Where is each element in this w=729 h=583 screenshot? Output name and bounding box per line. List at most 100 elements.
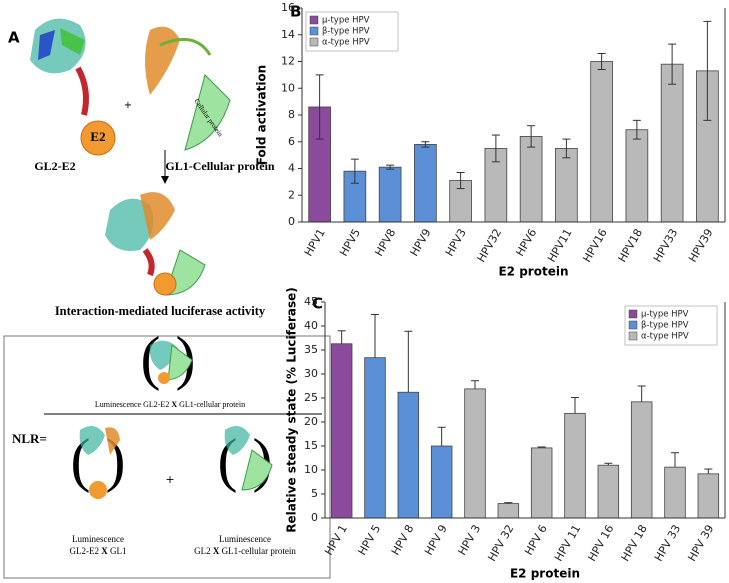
- legend-label: β-type HPV: [641, 321, 689, 331]
- x-tick-label: HPV 5: [355, 523, 383, 558]
- text-part: GL2: [194, 546, 213, 556]
- mini-complex: [224, 426, 273, 491]
- complex: [105, 192, 206, 296]
- x-tick-label: HPV 11: [552, 523, 583, 564]
- y-tick-label: 5: [311, 487, 318, 500]
- x-tick-label: HPV9: [408, 227, 434, 259]
- x-tick-label: HPV33: [651, 227, 680, 265]
- x-tick-label: HPV 32: [485, 523, 516, 564]
- y-tick-label: 35: [304, 343, 318, 356]
- bar: [330, 343, 353, 519]
- ribbon: [140, 192, 175, 240]
- x-tick-label: HPV32: [475, 227, 504, 265]
- cellular-protein-wedge: [184, 74, 231, 151]
- panel-label: A: [8, 29, 20, 47]
- x-tick-label: HPV16: [580, 227, 609, 265]
- y-tick-label: 16: [281, 1, 295, 14]
- text-part: GL1: [108, 546, 127, 556]
- y-tick-label: 12: [281, 55, 295, 68]
- x-tick-label: HPV 16: [585, 523, 616, 564]
- plus: +: [124, 100, 132, 111]
- panel-a: A E2 GL2-E2 + Cellular protein GL1-Cellu…: [3, 18, 331, 579]
- y-tick-label: 0: [311, 511, 318, 524]
- x-tick-label: HPV8: [372, 227, 398, 259]
- y-axis-label: Relative steady state (% Luciferase): [285, 287, 299, 533]
- bar: [664, 466, 686, 519]
- legend-label: μ-type HPV: [641, 310, 689, 320]
- bar: [630, 401, 653, 519]
- legend-box: [624, 305, 718, 346]
- ribbon: [30, 18, 86, 74]
- legend-label: α-type HPV: [641, 332, 689, 342]
- bar: [414, 144, 437, 223]
- bar: [660, 63, 684, 223]
- caption: Interaction-mediated luciferase activity: [55, 304, 266, 318]
- bar: [364, 357, 386, 519]
- x-tick-label: HPV 33: [652, 523, 683, 564]
- text-part: X: [101, 546, 108, 556]
- caption: GL2-E2: [34, 159, 75, 173]
- y-tick-label: 40: [304, 319, 318, 332]
- numerator: Luminescence GL2-E2 X GL1-cellular prote…: [95, 400, 245, 409]
- text-part: X: [213, 546, 220, 556]
- protein-cellular: Cellular protein: [145, 26, 231, 151]
- legend-swatch: [628, 331, 638, 341]
- legend-label: μ-type HPV: [322, 16, 370, 26]
- luciferase: [153, 272, 177, 296]
- legend-label: β-type HPV: [322, 27, 370, 37]
- ribbon: [142, 248, 155, 277]
- y-tick-label: 4: [288, 162, 295, 175]
- ribbon: [38, 30, 55, 60]
- bar: [590, 61, 613, 223]
- x-tick-label: HPV 6: [522, 523, 550, 558]
- e2-label: E2: [90, 129, 105, 144]
- ribbon: [60, 28, 85, 55]
- text-part: Luminescence GL2-E2: [95, 400, 171, 409]
- bar: [530, 447, 553, 519]
- denominator: GL2 X GL1-cellular protein: [194, 546, 296, 556]
- y-tick-label: 25: [304, 391, 318, 404]
- legend-box: [305, 11, 399, 52]
- bar: [430, 445, 453, 519]
- y-tick-label: 45: [304, 295, 318, 308]
- y-tick-label: 6: [288, 135, 295, 148]
- legend-swatch: [309, 37, 319, 47]
- text-part: GL2-E2: [70, 546, 102, 556]
- x-tick-label: HPV5: [337, 227, 363, 259]
- x-tick-label: HPV1: [302, 227, 328, 259]
- bar: [697, 473, 720, 519]
- y-tick-label: 10: [281, 81, 295, 94]
- x-axis-label: E2 protein: [498, 265, 568, 279]
- panel-label: B: [290, 3, 301, 21]
- bar: [378, 166, 402, 223]
- x-tick-label: HPV11: [545, 227, 574, 265]
- denominator: Luminescence: [72, 534, 124, 544]
- bar: [464, 388, 486, 519]
- protein-e2-left: E2: [30, 18, 116, 156]
- ribbon: [75, 66, 89, 116]
- denominator: Luminescence: [219, 534, 271, 544]
- caption: GL1-Cellular protein: [165, 159, 275, 173]
- y-tick-label: 15: [304, 439, 318, 452]
- x-axis-label: E2 protein: [510, 567, 580, 581]
- y-tick-label: 20: [304, 415, 318, 428]
- bar: [564, 412, 586, 519]
- bar: [555, 148, 578, 223]
- bar: [597, 464, 620, 519]
- text-part: X: [171, 400, 177, 409]
- legend-label: α-type HPV: [322, 38, 370, 48]
- bar: [497, 503, 520, 519]
- panel-label: C: [312, 295, 323, 313]
- nlr-box: [3, 335, 331, 579]
- y-tick-label: 0: [288, 215, 295, 228]
- ribbon: [159, 37, 212, 56]
- legend-swatch: [309, 15, 319, 25]
- plus: +: [165, 473, 174, 486]
- luciferase: [80, 120, 116, 156]
- denominator: GL2-E2 X GL1: [70, 546, 127, 556]
- bar: [625, 129, 649, 223]
- y-axis-label: Fold activation: [255, 65, 269, 165]
- legend-swatch: [309, 26, 319, 36]
- x-tick-label: HPV 39: [685, 523, 716, 564]
